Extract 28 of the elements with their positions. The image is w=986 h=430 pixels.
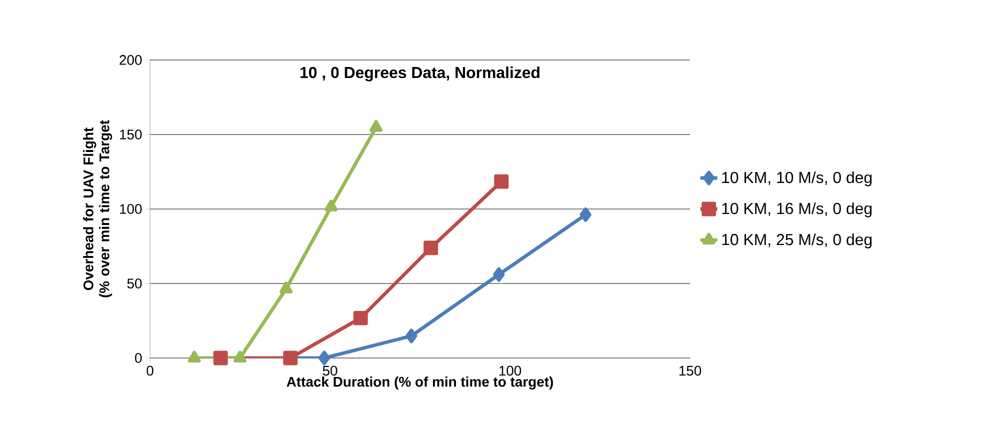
y-tick-label: 150 bbox=[120, 130, 142, 140]
point bbox=[492, 267, 505, 282]
chart-title: 10 , 0 Degrees Data, Normalized bbox=[300, 66, 540, 82]
x-tick-label: 0 bbox=[146, 366, 154, 376]
point bbox=[580, 207, 592, 222]
point bbox=[234, 350, 246, 362]
point bbox=[424, 240, 438, 256]
legend-label: 10 KM, 25 M/s, 0 deg bbox=[722, 234, 872, 248]
x-tick-label: 100 bbox=[499, 366, 522, 376]
y-tick-label: 200 bbox=[120, 55, 142, 65]
point bbox=[213, 350, 228, 366]
y-tick-label: 50 bbox=[127, 278, 142, 288]
y-axis-title: Overhead for UAV Flight (% over min time to Target bbox=[83, 120, 112, 298]
point bbox=[188, 350, 201, 362]
point bbox=[318, 350, 330, 366]
x-axis-title: Attack Duration (% of min time to target) bbox=[286, 376, 553, 390]
point bbox=[324, 200, 338, 212]
x-tick-label: 150 bbox=[679, 366, 702, 376]
point bbox=[494, 174, 509, 189]
legend-label: 10 KM, 10 M/s, 0 deg bbox=[722, 171, 872, 186]
x-tick-label: 50 bbox=[322, 366, 338, 376]
point bbox=[370, 120, 383, 132]
y-tick-label: 100 bbox=[120, 204, 142, 214]
point bbox=[353, 310, 368, 326]
legend-label: 10 KM, 16 M/s, 0 deg bbox=[722, 202, 872, 218]
y-tick-label: 0 bbox=[135, 353, 142, 363]
point bbox=[280, 282, 293, 294]
point bbox=[406, 328, 418, 344]
